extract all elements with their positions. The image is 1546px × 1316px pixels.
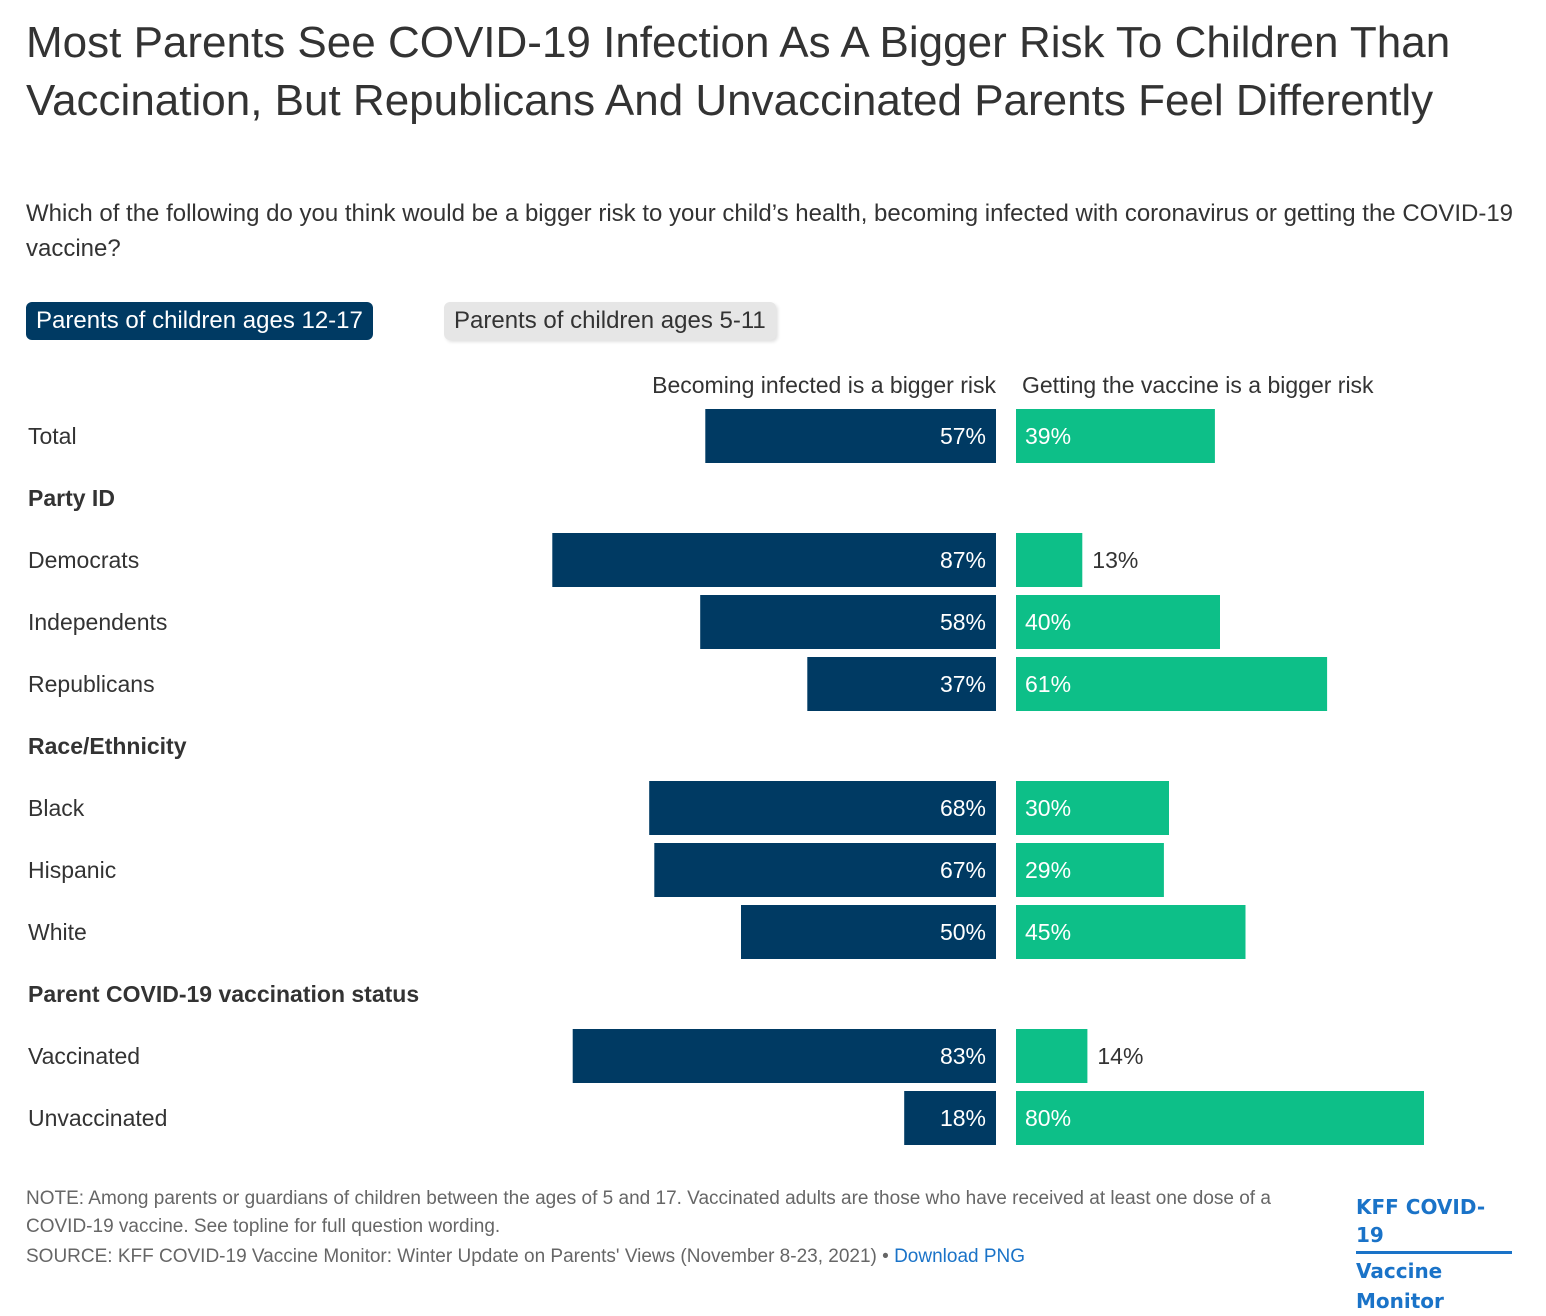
bar-infected-republicans	[807, 657, 996, 711]
download-png-link[interactable]: Download PNG	[894, 1246, 1026, 1267]
value-infected-democrats: 87%	[940, 547, 986, 573]
bar-vaccine-independents	[1016, 595, 1220, 649]
value-infected-white: 50%	[940, 919, 986, 945]
bar-vaccine-republicans	[1016, 657, 1328, 711]
value-vaccine-white: 45%	[1025, 919, 1071, 945]
source-text: SOURCE: KFF COVID-19 Vaccine Monitor: Wi…	[26, 1246, 889, 1267]
category-label-republicans: Republicans	[28, 671, 155, 697]
category-label-democrats: Democrats	[28, 547, 139, 573]
bar-vaccine-black	[1016, 781, 1169, 835]
chart-subtitle: Which of the following do you think woul…	[26, 200, 1514, 262]
logo-line-1: KFF COVID-19	[1356, 1193, 1512, 1254]
value-vaccine-total: 39%	[1025, 423, 1071, 449]
bar-vaccine-democrats	[1016, 533, 1083, 587]
bar-infected-democrats	[552, 533, 996, 587]
value-vaccine-black: 30%	[1025, 795, 1071, 821]
bar-infected-vaccinated	[572, 1029, 996, 1083]
bar-vaccine-vaccinated	[1016, 1029, 1088, 1083]
bar-infected-hispanic	[654, 843, 996, 897]
value-vaccine-independents: 40%	[1025, 609, 1071, 635]
value-vaccine-hispanic: 29%	[1025, 857, 1071, 883]
bar-infected-unvaccinated	[904, 1091, 996, 1145]
group-label-party-id: Party ID	[28, 485, 115, 511]
category-label-vaccinated: Vaccinated	[28, 1043, 140, 1069]
chart-note: NOTE: Among parents or guardians of chil…	[26, 1188, 1271, 1237]
kff-logo: KFF COVID-19 Vaccine Monitor	[1356, 1193, 1532, 1316]
tab-parents-12-17[interactable]: Parents of children ages 12-17	[26, 302, 373, 340]
chart-source: SOURCE: KFF COVID-19 Vaccine Monitor: Wi…	[26, 1243, 1286, 1271]
category-label-black: Black	[28, 795, 85, 821]
category-label-unvaccinated: Unvaccinated	[28, 1105, 167, 1131]
value-infected-black: 68%	[940, 795, 986, 821]
logo-line-2: Vaccine Monitor	[1356, 1259, 1444, 1313]
category-label-white: White	[28, 919, 87, 945]
group-label-parent-covid-19-vaccination-status: Parent COVID-19 vaccination status	[28, 981, 419, 1007]
category-label-total: Total	[28, 423, 77, 449]
legend-vaccine: Getting the vaccine is a bigger risk	[1022, 372, 1374, 398]
category-label-hispanic: Hispanic	[28, 857, 116, 883]
value-infected-republicans: 37%	[940, 671, 986, 697]
bar-infected-independents	[700, 595, 996, 649]
bar-vaccine-hispanic	[1016, 843, 1164, 897]
legend-infected: Becoming infected is a bigger risk	[652, 372, 996, 398]
value-infected-total: 57%	[940, 423, 986, 449]
category-label-independents: Independents	[28, 609, 167, 635]
value-vaccine-republicans: 61%	[1025, 671, 1071, 697]
bar-vaccine-total	[1016, 409, 1215, 463]
chart-title: Most Parents See COVID-19 Infection As A…	[26, 18, 1451, 125]
value-infected-vaccinated: 83%	[940, 1043, 986, 1069]
value-infected-unvaccinated: 18%	[940, 1105, 986, 1131]
value-infected-independents: 58%	[940, 609, 986, 635]
tab-parents-5-11[interactable]: Parents of children ages 5-11	[444, 302, 776, 340]
value-vaccine-unvaccinated: 80%	[1025, 1105, 1071, 1131]
bar-infected-black	[649, 781, 996, 835]
bar-vaccine-white	[1016, 905, 1246, 959]
bar-vaccine-unvaccinated	[1016, 1091, 1424, 1145]
bar-infected-white	[741, 905, 996, 959]
value-infected-hispanic: 67%	[940, 857, 986, 883]
value-vaccine-democrats: 13%	[1092, 547, 1138, 573]
value-vaccine-vaccinated: 14%	[1097, 1043, 1143, 1069]
group-label-race-ethnicity: Race/Ethnicity	[28, 733, 187, 759]
bar-infected-total	[705, 409, 996, 463]
diverging-bar-chart: Becoming infected is a bigger risk Gettin…	[28, 372, 1424, 1145]
